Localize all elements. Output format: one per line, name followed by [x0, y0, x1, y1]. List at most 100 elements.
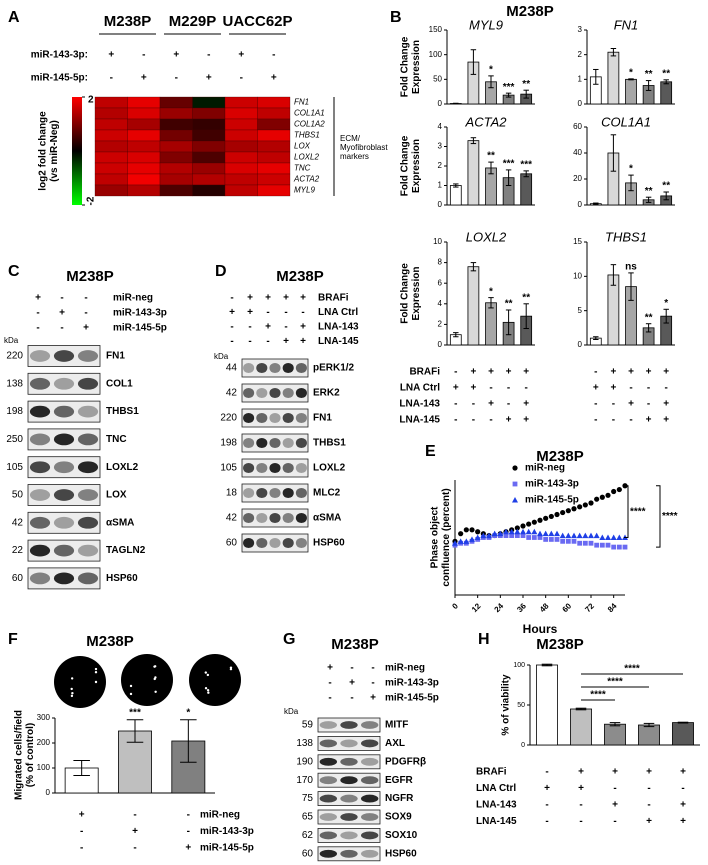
error-bar: [593, 336, 599, 341]
significance: ****: [630, 506, 646, 517]
error-bar: [628, 272, 634, 301]
kda-value: 18: [226, 488, 238, 499]
blot-band: [282, 462, 294, 474]
cell-dot: [204, 671, 208, 674]
sign: +: [578, 783, 584, 794]
sign: +: [300, 293, 306, 304]
significance: *: [489, 65, 493, 76]
error-bar: [645, 196, 652, 203]
point: [537, 530, 543, 537]
protein-label: αSMA: [313, 513, 341, 524]
x-tick-label: 48: [538, 601, 551, 614]
protein-label: COL1: [106, 378, 133, 389]
sign: +: [628, 399, 634, 410]
blot-band: [295, 512, 307, 524]
sign: +: [79, 810, 85, 821]
sign: -: [240, 73, 243, 84]
heatmap-cell: [192, 173, 226, 186]
sign: -: [266, 307, 269, 318]
sign: -: [133, 843, 136, 854]
heatmap-cell: [192, 151, 226, 164]
blot-band: [282, 362, 294, 374]
blot-band: [269, 487, 281, 499]
heatmap-cell: [224, 151, 258, 164]
cell-dot: [70, 694, 74, 698]
point: [610, 534, 617, 540]
point: [577, 540, 583, 546]
y-tick-label: 40: [573, 148, 582, 157]
y-tick-label: 2: [438, 161, 443, 170]
heatmap-cell: [224, 118, 258, 131]
protein-label: HSP60: [106, 573, 138, 584]
blot-band: [77, 572, 99, 585]
sign: +: [247, 307, 253, 318]
condition-label: miR-145-5p: [385, 693, 439, 704]
y-tick-label: 4: [438, 122, 443, 131]
y-axis-label: Migrated cells/field(% of control): [13, 710, 36, 800]
blot-band: [319, 721, 338, 729]
protein-label: αSMA: [106, 517, 134, 528]
significance: **: [662, 181, 670, 192]
blot-strip: [317, 736, 381, 751]
blot-band: [295, 387, 307, 399]
sign: -: [545, 767, 548, 778]
significance: **: [645, 69, 653, 80]
sign: -: [507, 383, 510, 394]
sign: -: [60, 323, 63, 334]
blot-band: [340, 849, 358, 858]
y-tick-label: 300: [37, 713, 51, 722]
heatmap-cell: [127, 184, 161, 197]
cell-dot: [229, 666, 233, 669]
blot-strip: [241, 358, 309, 378]
blot-band: [269, 362, 281, 374]
y-tick-label: 6: [438, 278, 443, 287]
error-bar: [575, 707, 587, 711]
point: [452, 540, 458, 546]
legend-label: miR-145-5p: [525, 495, 579, 506]
blot-band: [360, 776, 379, 785]
blot-band: [256, 512, 268, 524]
sign: +: [265, 322, 271, 333]
condition-label: LNA-145: [318, 336, 359, 347]
blot-band: [319, 757, 338, 766]
point: [599, 494, 605, 500]
significance: *: [629, 67, 633, 78]
y-tick-label: 1: [438, 181, 443, 190]
point: [565, 538, 571, 544]
sign: -: [545, 800, 548, 811]
sign: +: [185, 843, 191, 854]
sign: -: [647, 800, 650, 811]
heatmap-cell: [159, 151, 193, 164]
point: [605, 542, 611, 548]
blot-band: [77, 433, 99, 446]
heatmap-cell: [94, 151, 128, 164]
sign: +: [646, 767, 652, 778]
legend-label: miR-143-3p: [525, 479, 579, 490]
significance: *: [489, 286, 493, 297]
cell-line-title: M229P: [169, 13, 217, 30]
blot-band: [77, 350, 99, 362]
sign: +: [578, 767, 584, 778]
protein-label: MITF: [385, 720, 408, 731]
significance: ***: [503, 82, 515, 93]
y-tick-label: 100: [37, 763, 51, 772]
heatmap-cell: [192, 162, 226, 175]
significance: ****: [624, 664, 640, 675]
blot-strip: [241, 408, 309, 428]
sign: +: [173, 50, 179, 61]
blot-band: [53, 377, 75, 390]
bar: [625, 78, 637, 105]
cell-line-title: UACC62P: [222, 13, 292, 30]
protein-label: LOXL2: [313, 463, 346, 474]
panel-letter: F: [8, 631, 18, 648]
point: [548, 513, 554, 520]
bar: [449, 185, 462, 206]
point: [469, 527, 475, 533]
protein-label: EGFR: [385, 775, 414, 786]
blot-band: [360, 739, 379, 748]
blot-strip: [27, 372, 101, 395]
sign: -: [472, 415, 475, 426]
blot-band: [53, 350, 75, 362]
point: [576, 532, 583, 539]
sign: +: [470, 367, 476, 378]
